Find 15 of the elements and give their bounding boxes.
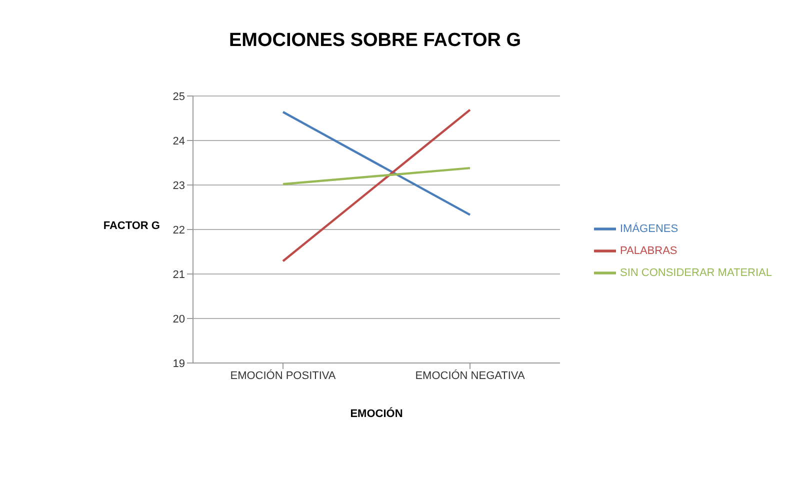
y-tick-label: 22	[172, 224, 185, 236]
chart-title: EMOCIONES SOBRE FACTOR G	[228, 30, 522, 52]
y-tick-label: 19	[172, 358, 185, 370]
y-tick-label: 21	[172, 268, 185, 281]
x-tick-label: EMOCIÓN NEGATIVA	[415, 368, 526, 382]
x-axis-title: EMOCIÓN	[349, 408, 404, 420]
y-axis-title: FACTOR G	[102, 220, 160, 232]
legend-label: IMÁGENES	[620, 222, 678, 235]
legend-label: SIN CONSIDERAR MATERIAL	[620, 266, 772, 279]
y-tick-label: 23	[172, 180, 185, 192]
y-tick-label: 25	[172, 90, 185, 103]
y-tick-label: 20	[172, 313, 185, 326]
legend-label: PALABRAS	[620, 244, 678, 257]
x-tick-label: EMOCIÓN POSITIVA	[230, 368, 336, 382]
y-tick-label: 24	[172, 135, 185, 148]
